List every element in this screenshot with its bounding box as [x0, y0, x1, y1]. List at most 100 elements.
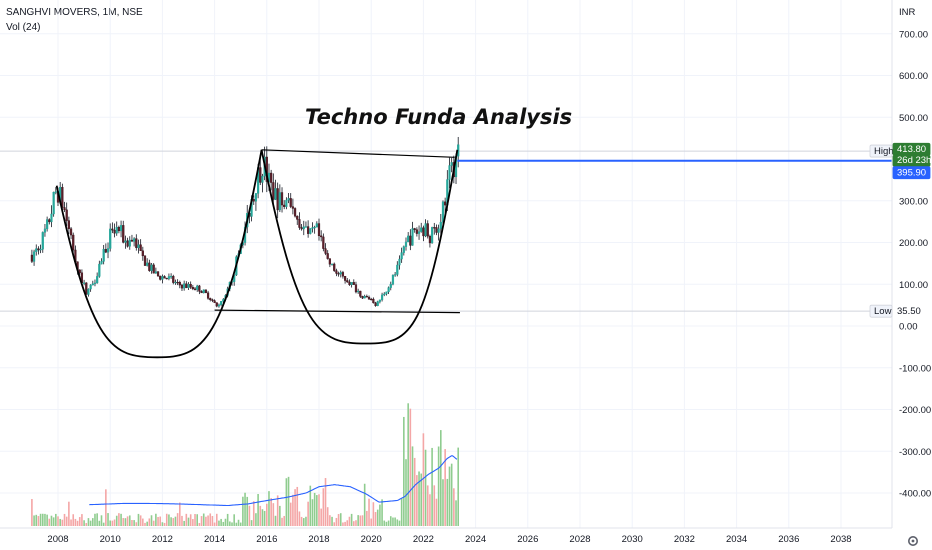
time-axis: 2008 2010 2012 2014 2016 2018 2020 2022 2024 2026… — [47, 534, 851, 545]
candle-body — [156, 271, 160, 277]
volume-bar — [137, 513, 140, 526]
volume-bar — [374, 512, 377, 526]
candle-body — [143, 255, 147, 266]
volume-bar — [431, 447, 433, 526]
candle-body — [313, 226, 316, 229]
candle-body — [346, 280, 349, 283]
volume-bar — [242, 496, 244, 526]
volume-bar — [424, 449, 427, 526]
price-tick-label: -100.00 — [899, 363, 931, 374]
candle-body — [304, 226, 308, 228]
annotation-text: Techno Funda Analysis — [305, 105, 572, 129]
candle-body — [320, 235, 323, 238]
settings-gear-icon[interactable] — [907, 535, 918, 546]
volume-bar — [346, 520, 349, 526]
candle-body — [69, 228, 73, 236]
volume-bar — [252, 501, 255, 526]
volume-bar — [192, 519, 194, 526]
volume-bar — [426, 485, 429, 526]
candle-body — [383, 293, 386, 296]
volume-bar — [161, 522, 164, 526]
volume-bar — [420, 473, 423, 526]
candle-body — [411, 228, 414, 246]
volume-bar — [350, 513, 353, 526]
price-tick-label: 300.00 — [899, 196, 928, 207]
candle-body — [394, 274, 397, 276]
volume-bar — [102, 522, 105, 526]
candle-body — [278, 192, 281, 211]
candle-body — [289, 198, 292, 207]
candle-body — [302, 226, 305, 230]
candle-body — [361, 296, 364, 299]
volume-bar — [250, 520, 253, 526]
volume-bar — [263, 510, 266, 526]
volume-bar — [144, 522, 146, 526]
volume-bar — [455, 500, 457, 526]
time-tick-label: 2010 — [100, 534, 121, 545]
candle-body — [111, 228, 114, 231]
volume-bar — [387, 520, 390, 526]
volume-bar — [213, 522, 216, 526]
volume-bar — [289, 502, 292, 526]
volume-indicator-label[interactable]: Vol (24) — [6, 22, 41, 33]
candle-body — [272, 182, 275, 200]
volume-bar — [105, 489, 107, 526]
volume-bar — [348, 516, 351, 526]
volume-bar — [335, 517, 338, 526]
candle-body — [435, 227, 438, 233]
volume-bar — [370, 518, 372, 526]
volume-bar — [385, 521, 388, 526]
candle-body — [122, 225, 125, 243]
volume-bar — [266, 503, 268, 526]
volume-bar — [287, 476, 290, 526]
volume-bar — [231, 522, 233, 526]
candle-body — [109, 228, 112, 249]
volume-bar — [85, 522, 88, 526]
volume-bar — [207, 515, 209, 526]
candle-body — [324, 248, 327, 254]
volume-bar — [63, 513, 66, 526]
price-tick-label: 0.00 — [899, 322, 918, 333]
time-tick-label: 2030 — [622, 534, 643, 545]
volume-bar — [274, 515, 277, 526]
low-value-box — [892, 304, 930, 318]
volume-bar — [237, 519, 240, 526]
volume-bar — [322, 488, 325, 526]
candle-body — [326, 253, 329, 259]
volume-bar — [248, 505, 251, 526]
time-tick-label: 2014 — [204, 534, 225, 545]
candle-body — [137, 244, 140, 248]
time-tick-label: 2022 — [413, 534, 434, 545]
candle-body — [198, 285, 201, 292]
time-tick-label: 2032 — [674, 534, 695, 545]
volume-bar — [202, 513, 205, 526]
candle-body — [339, 272, 342, 275]
volume-bar — [155, 513, 157, 526]
candle-body — [337, 273, 340, 275]
candle-body — [193, 288, 197, 290]
candle-body — [270, 172, 273, 183]
candle-body — [335, 270, 338, 274]
volume-bar — [394, 517, 396, 526]
candle-body — [87, 288, 90, 295]
volume-bar — [259, 505, 262, 526]
volume-bar — [261, 509, 264, 526]
grid — [0, 0, 892, 528]
candle-body — [39, 249, 42, 251]
volume-bar — [444, 449, 446, 526]
volume-bar — [233, 514, 235, 526]
volume-bar — [361, 515, 364, 526]
volume-bar — [35, 514, 38, 526]
candle-body — [330, 263, 334, 265]
candle-body — [400, 252, 403, 260]
price-tick-label: 700.00 — [899, 29, 928, 40]
candle-body — [172, 276, 175, 283]
volume-bar — [152, 520, 155, 526]
volume-bar — [440, 430, 442, 526]
candle-body — [378, 299, 381, 302]
volume-bar — [311, 499, 314, 526]
time-tick-label: 2020 — [361, 534, 382, 545]
volume-bar — [76, 520, 79, 526]
volume-bar — [281, 517, 283, 526]
